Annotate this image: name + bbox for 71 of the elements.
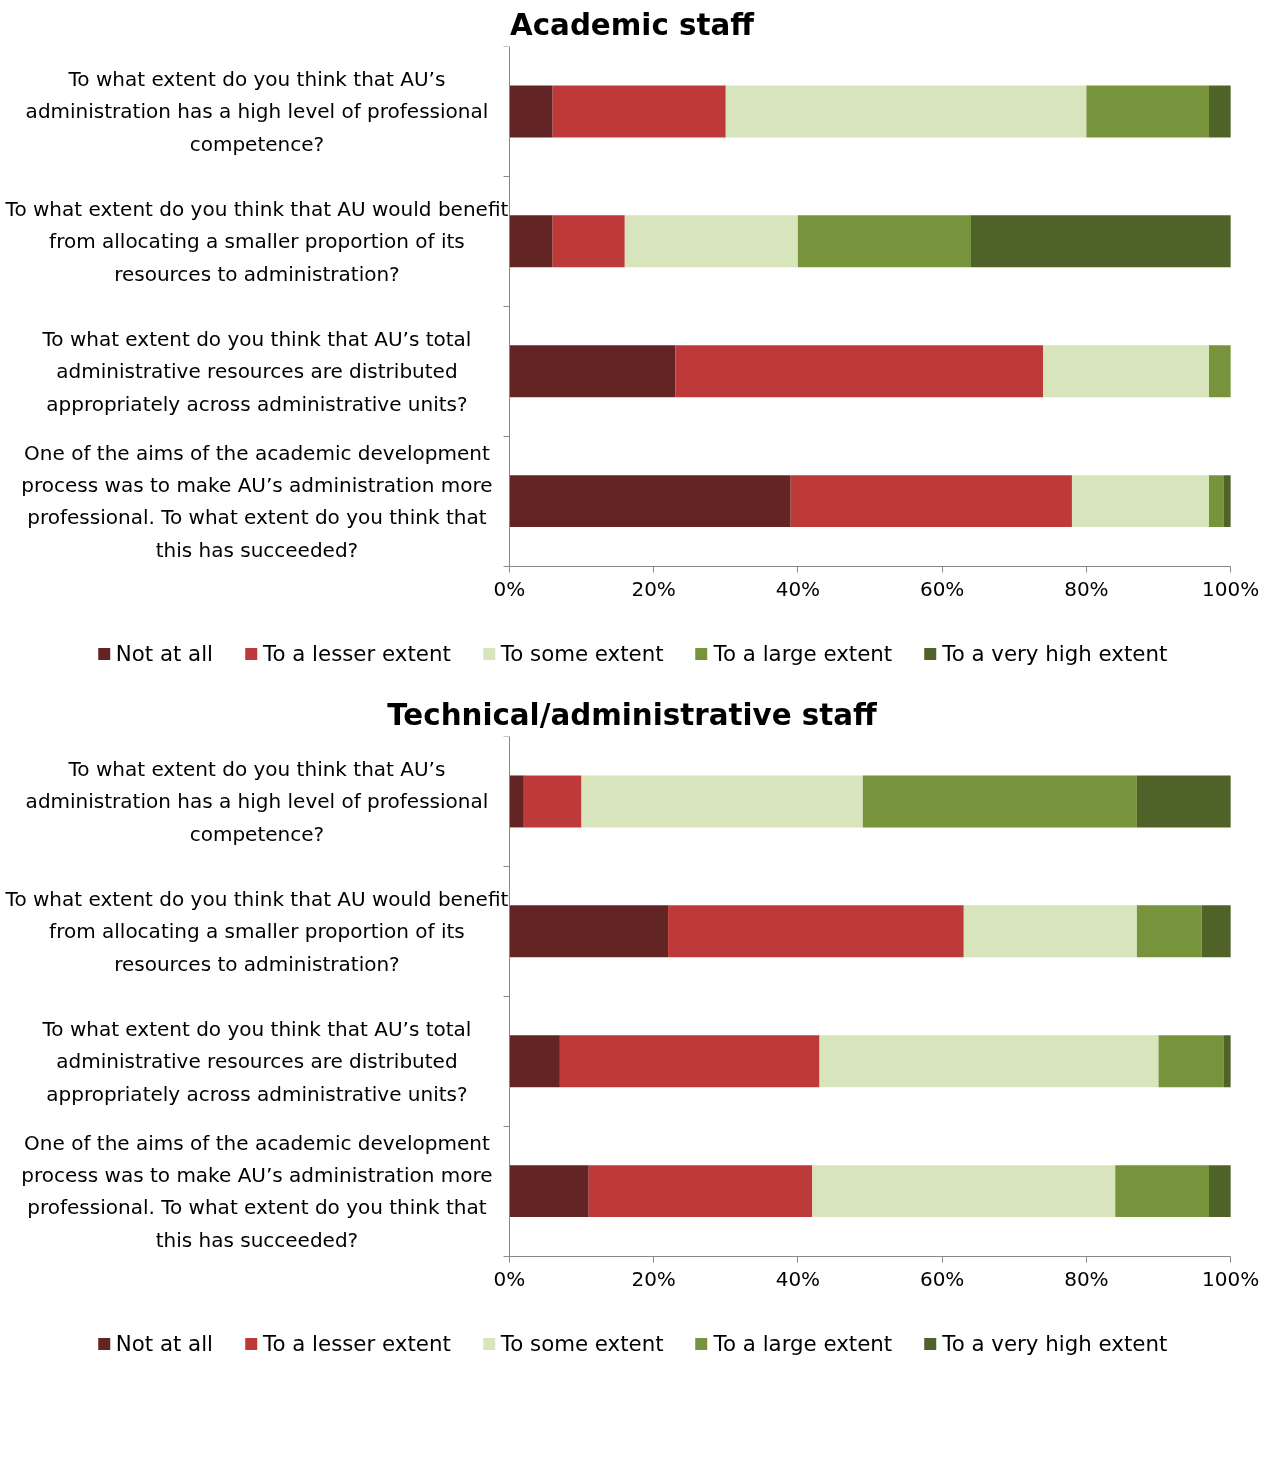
bar: [963, 905, 1137, 958]
bar: [509, 1035, 560, 1088]
bar: [797, 215, 971, 268]
y-tick-label: To what extent do you think that AU’s total administrative resources are distributed appropriately across administrative units?: [41, 326, 472, 416]
bar: [509, 215, 553, 268]
legend-label: To a very high extent: [942, 1331, 1168, 1356]
bar: [509, 775, 524, 828]
legend-label: Not at all: [115, 641, 214, 666]
bar: [581, 775, 863, 828]
bar: [790, 475, 1072, 528]
bar: [1136, 775, 1231, 828]
y-tick-label: To what extent do you think that AU’s administration has a high level of professional competence?: [25, 67, 489, 156]
x-tick-label: 60%: [919, 1267, 965, 1292]
bar: [509, 85, 553, 138]
bar: [819, 1035, 1159, 1088]
bar: [1209, 85, 1231, 138]
bar: [1136, 905, 1202, 958]
bar: [970, 215, 1231, 268]
chart-title: Academic staff: [510, 7, 756, 42]
bar: [725, 85, 1087, 138]
bar: [1043, 345, 1210, 398]
bar: [1223, 1035, 1231, 1088]
legend-label: Not at all: [115, 1331, 214, 1356]
chart-title: Technical/administrative staff: [387, 697, 878, 732]
x-tick-label: 20%: [631, 577, 676, 602]
bar: [668, 905, 964, 958]
bar: [624, 215, 798, 268]
legend-label: To a lesser extent: [263, 1331, 451, 1356]
bar: [1201, 905, 1231, 958]
y-tick-label: One of the aims of the academic development process was to make AU’s administration more professional. To what extent do you think that this has succeeded?: [21, 440, 493, 562]
bar: [509, 475, 791, 528]
bar: [509, 345, 676, 398]
bar: [523, 775, 582, 828]
x-tick-label: 0%: [493, 1267, 526, 1292]
legend-label: To some extent: [500, 1331, 664, 1356]
y-tick-label: To what extent do you think that AU would benefit from allocating a smaller proportion of its resources to administration?: [4, 196, 509, 286]
y-tick-label: To what extent do you think that AU would benefit from allocating a smaller proportion of its resources to administration?: [4, 886, 509, 976]
bar: [1071, 475, 1210, 528]
x-tick-label: 100%: [1202, 577, 1260, 602]
bar: [552, 215, 625, 268]
bar: [1209, 345, 1231, 398]
bar: [675, 345, 1044, 398]
bar: [509, 1165, 589, 1218]
legend-label: To a lesser extent: [263, 641, 451, 666]
x-tick-label: 40%: [775, 577, 821, 602]
bar: [1115, 1165, 1210, 1218]
legend-label: To a large extent: [713, 1331, 893, 1356]
bar: [862, 775, 1137, 828]
bar: [559, 1035, 820, 1088]
x-tick-label: 100%: [1202, 1267, 1260, 1292]
y-tick-label: One of the aims of the academic development process was to make AU’s administration more professional. To what extent do you think that this has succeeded?: [21, 1130, 493, 1252]
x-tick-label: 80%: [1064, 1267, 1109, 1292]
bar: [1086, 85, 1210, 138]
bar: [509, 905, 669, 958]
x-tick-label: 40%: [775, 1267, 821, 1292]
x-tick-label: 80%: [1064, 577, 1109, 602]
x-tick-label: 0%: [493, 577, 526, 602]
bar: [588, 1165, 813, 1218]
legend-label: To a very high extent: [942, 641, 1168, 666]
bar: [1223, 475, 1231, 528]
y-tick-label: To what extent do you think that AU’s total administrative resources are distributed appropriately across administrative units?: [41, 1016, 472, 1106]
x-tick-label: 60%: [919, 577, 965, 602]
legend-label: To some extent: [500, 641, 664, 666]
bar: [812, 1165, 1116, 1218]
y-tick-label: To what extent do you think that AU’s administration has a high level of professional competence?: [25, 757, 489, 846]
legend-label: To a large extent: [713, 641, 893, 666]
bar: [1209, 475, 1224, 528]
bar: [1158, 1035, 1224, 1088]
bar: [1209, 1165, 1231, 1218]
x-tick-label: 20%: [631, 1267, 676, 1292]
bar: [552, 85, 726, 138]
